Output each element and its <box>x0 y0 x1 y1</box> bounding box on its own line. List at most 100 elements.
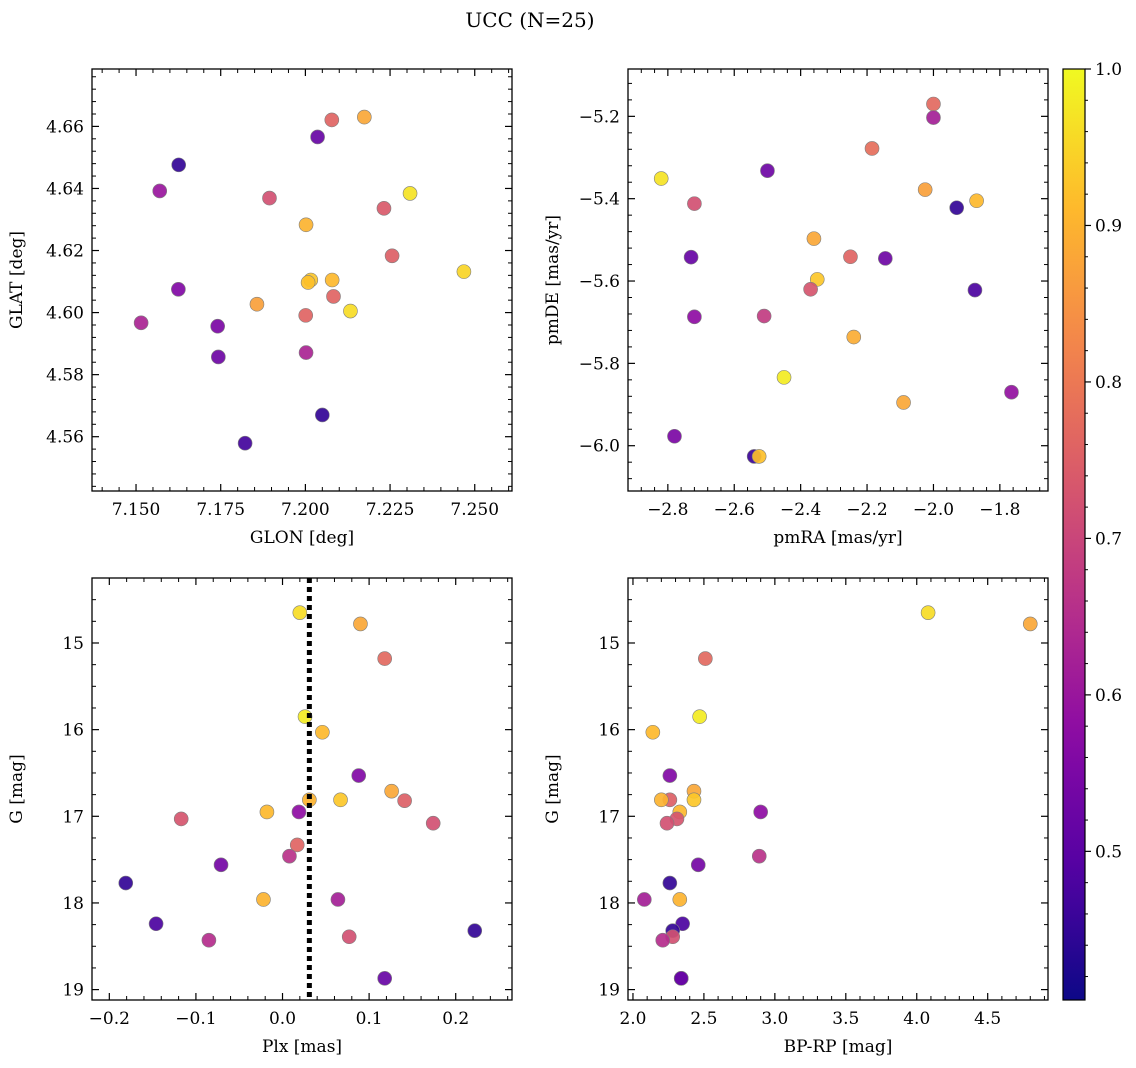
y-tick-label: 4.60 <box>46 304 84 324</box>
y-tick-label: 4.64 <box>46 179 84 199</box>
scatter-point <box>310 129 325 145</box>
scatter-point <box>333 792 348 808</box>
scatter-point <box>662 875 678 891</box>
scatter-point <box>846 329 862 345</box>
x-tick-label: 2.5 <box>690 1009 717 1029</box>
y-tick-label: 16 <box>598 721 620 741</box>
colorbar-tick-label: 1.0 <box>1095 60 1122 80</box>
y-tick-label: 4.66 <box>46 117 84 137</box>
scatter-point <box>756 308 772 324</box>
scatter-point <box>926 110 941 125</box>
y-tick-label: 4.56 <box>46 428 84 448</box>
colorbar: 0.5 0.6 0.7 0.8 0.9 1.0 <box>1062 60 1122 1001</box>
scatter-points <box>637 605 1038 986</box>
scatter-point <box>397 793 412 808</box>
scatter-points <box>133 109 472 451</box>
scatter-point <box>377 971 393 986</box>
scatter-point <box>673 971 689 986</box>
axes-frame <box>627 68 1049 492</box>
scatter-point <box>662 768 678 783</box>
scatter-point <box>210 318 225 334</box>
scatter-point <box>118 875 134 891</box>
x-tick-label: 3.5 <box>832 1009 859 1029</box>
scatter-point <box>201 932 217 948</box>
x-tick-label: 0.2 <box>442 1009 469 1029</box>
scatter-point <box>282 848 297 864</box>
scatter-point <box>402 186 418 201</box>
scatter-points <box>653 96 1019 464</box>
panel-bottom-right: 2.0 2.5 3.0 3.5 4.0 4.5 15 16 17 18 19 BP-RP [mag] G… <box>543 577 1049 1057</box>
scatter-point <box>315 724 330 740</box>
scatter-point <box>292 605 308 620</box>
x-tick-label: 7.175 <box>196 500 245 520</box>
scatter-point <box>384 783 399 799</box>
scatter-point <box>645 724 661 740</box>
scatter-point <box>949 200 964 216</box>
x-tick-label: −2.0 <box>913 500 954 520</box>
y-tick-label: 19 <box>62 981 84 1001</box>
scatter-point <box>213 857 229 873</box>
scatter-point <box>298 308 314 323</box>
x-axis-label: pmRA [mas/yr] <box>773 528 902 548</box>
scatter-point <box>259 804 275 820</box>
panel-top-left: 7.150 7.175 7.200 7.225 7.250 4.56 4.58 4.60 4.6… <box>7 68 513 548</box>
scatter-point <box>803 281 818 297</box>
scatter-point <box>751 449 767 464</box>
scatter-point <box>920 605 936 620</box>
scatter-point <box>384 248 400 264</box>
scatter-point <box>237 435 253 451</box>
x-axis-label: GLON [deg] <box>250 528 354 548</box>
scatter-point <box>654 792 669 808</box>
x-tick-label: 7.225 <box>366 500 415 520</box>
x-tick-label: 7.250 <box>450 500 499 520</box>
y-tick-label: 15 <box>62 634 84 654</box>
scatter-point <box>341 929 357 945</box>
scatter-point <box>467 923 483 938</box>
scatter-point <box>326 289 341 304</box>
scatter-point <box>211 349 226 365</box>
y-tick-label: −5.6 <box>579 272 620 292</box>
x-tick-label: 3.0 <box>761 1009 788 1029</box>
scatter-point <box>456 264 472 279</box>
colorbar-tick-label: 0.8 <box>1095 373 1122 393</box>
scatter-point <box>806 231 822 246</box>
scatter-point <box>926 96 941 112</box>
y-axis-label: pmDE [mas/yr] <box>543 215 563 345</box>
x-tick-label: 0.0 <box>269 1009 296 1029</box>
scatter-point <box>667 428 682 444</box>
scatter-point <box>249 296 265 312</box>
scatter-point <box>637 892 652 907</box>
scatter-point <box>692 709 707 724</box>
scatter-point <box>291 804 307 820</box>
x-tick-label: 4.5 <box>974 1009 1001 1029</box>
y-tick-label: 16 <box>62 721 84 741</box>
scatter-point <box>969 193 984 209</box>
scatter-point <box>133 315 149 331</box>
x-tick-label: 0.1 <box>356 1009 383 1029</box>
scatter-point <box>171 157 187 173</box>
axes-frame <box>91 577 513 1001</box>
axes-frame <box>91 68 513 492</box>
colorbar-tick-label: 0.9 <box>1095 216 1122 236</box>
x-axis-label: BP-RP [mag] <box>784 1037 893 1057</box>
colorbar-tick-label: 0.7 <box>1095 529 1122 549</box>
x-tick-label: 7.150 <box>112 500 161 520</box>
y-tick-label: 19 <box>598 981 620 1001</box>
scatter-point <box>357 109 372 125</box>
axes-frame <box>627 577 1049 1001</box>
scatter-point <box>760 163 775 178</box>
y-tick-label: 17 <box>62 807 84 827</box>
scatter-point <box>683 249 699 265</box>
scatter-point <box>698 651 713 666</box>
x-tick-label: −2.2 <box>846 500 887 520</box>
y-tick-label: 17 <box>598 807 620 827</box>
scatter-point <box>315 407 330 423</box>
scatter-point <box>967 282 983 298</box>
scatter-point <box>324 272 340 288</box>
x-tick-label: 4.0 <box>903 1009 930 1029</box>
scatter-points <box>118 605 483 986</box>
y-axis-label: GLAT [deg] <box>7 231 27 329</box>
scatter-point <box>878 251 893 266</box>
y-tick-label: 18 <box>62 894 84 914</box>
y-tick-label: −5.2 <box>579 107 620 127</box>
